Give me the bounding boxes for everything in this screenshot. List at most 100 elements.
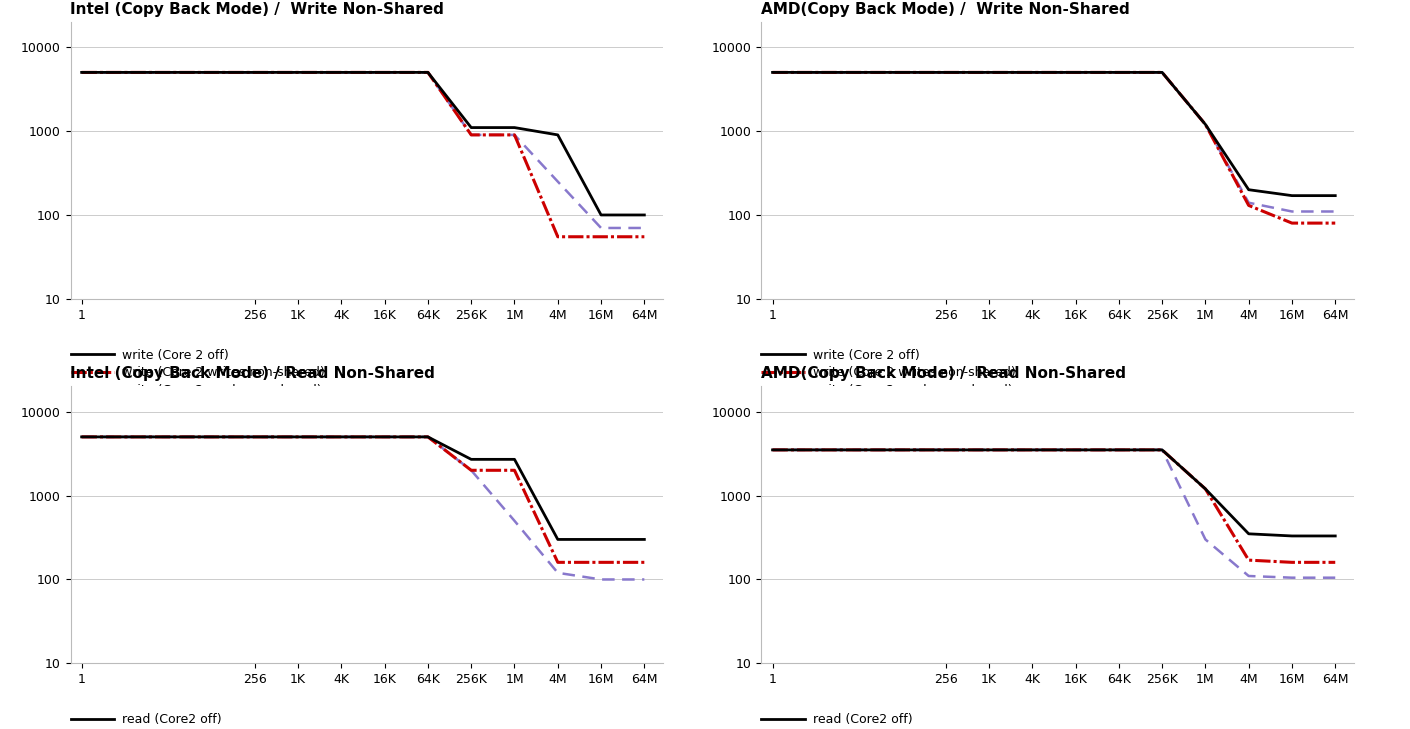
- write (Core 2 reads non-shared): [550, 177, 567, 186]
- read (Core 2 writes non- shared): [73, 432, 90, 441]
- write (Core 2 reads non-shared): [376, 68, 393, 77]
- write (Core 2 writes non-shared): [419, 68, 436, 77]
- write (Core 2 off): [1327, 191, 1344, 200]
- read (Core 2 reads non-shared): [73, 432, 90, 441]
- write (Core 2 off): [764, 68, 781, 77]
- write (Core 2 writes non-shared): [376, 68, 393, 77]
- read (Core 2 writes non- shared): [376, 432, 393, 441]
- write (Core 2 off): [1110, 68, 1127, 77]
- write (Core 2 off): [333, 68, 350, 77]
- write (Core 2 reads non-shared): [1241, 198, 1258, 207]
- write (Core 2 writes non-shared): [333, 68, 350, 77]
- write (Core 2 reads non-shared): [462, 130, 479, 139]
- Text: Intel (Copy Back Mode) / Read Non-Shared: Intel (Copy Back Mode) / Read Non-Shared: [70, 366, 436, 381]
- read (Core 2 reads non-shared): [636, 558, 653, 566]
- write (Core 2 reads non-shared): [592, 224, 609, 233]
- Line: read (Core 2 reads non-shared): read (Core 2 reads non-shared): [82, 437, 644, 562]
- read (Core 2 reads non-shared): [462, 466, 479, 475]
- write (Core 2 writes non-shared): [764, 68, 781, 77]
- write (Core 2 off): [462, 123, 479, 132]
- write (Core 2 reads non-shared): [1024, 68, 1041, 77]
- read (Core 2 writes non- shared): [1153, 445, 1170, 454]
- read (Core 2 reads non-shared): [938, 445, 955, 454]
- write (Core 2 writes non-shared): [1283, 219, 1300, 227]
- read (Core2 off): [592, 535, 609, 544]
- read (Core 2 writes non- shared): [1327, 573, 1344, 582]
- write (Core 2 reads non-shared): [506, 130, 523, 139]
- write (Core 2 writes non-shared): [462, 130, 479, 139]
- read (Core 2 reads non-shared): [289, 432, 306, 441]
- write (Core 2 off): [376, 68, 393, 77]
- write (Core 2 off): [289, 68, 306, 77]
- write (Core 2 writes non-shared): [980, 68, 997, 77]
- write (Core 2 reads non-shared): [980, 68, 997, 77]
- read (Core2 off): [764, 445, 781, 454]
- read (Core2 off): [1283, 531, 1300, 540]
- write (Core 2 writes non-shared): [1241, 201, 1258, 210]
- read (Core 2 reads non-shared): [1197, 485, 1214, 494]
- read (Core2 off): [938, 445, 955, 454]
- Line: read (Core2 off): read (Core2 off): [82, 437, 644, 539]
- read (Core 2 writes non- shared): [289, 432, 306, 441]
- Line: read (Core 2 reads non-shared): read (Core 2 reads non-shared): [773, 450, 1335, 562]
- read (Core 2 reads non-shared): [333, 432, 350, 441]
- write (Core 2 writes non-shared): [1067, 68, 1084, 77]
- write (Core 2 reads non-shared): [1110, 68, 1127, 77]
- write (Core 2 off): [636, 211, 653, 219]
- write (Core 2 reads non-shared): [636, 224, 653, 233]
- write (Core 2 reads non-shared): [764, 68, 781, 77]
- write (Core 2 reads non-shared): [1067, 68, 1084, 77]
- read (Core 2 reads non-shared): [247, 432, 264, 441]
- read (Core2 off): [506, 455, 523, 464]
- Line: read (Core 2 writes non- shared): read (Core 2 writes non- shared): [82, 437, 644, 580]
- write (Core 2 reads non-shared): [247, 68, 264, 77]
- read (Core 2 writes non- shared): [1110, 445, 1127, 454]
- read (Core 2 reads non-shared): [764, 445, 781, 454]
- Text: AMD(Copy Back Mode) /  Read Non-Shared: AMD(Copy Back Mode) / Read Non-Shared: [761, 366, 1127, 381]
- write (Core 2 reads non-shared): [419, 68, 436, 77]
- write (Core 2 reads non-shared): [938, 68, 955, 77]
- write (Core 2 writes non-shared): [247, 68, 264, 77]
- read (Core 2 reads non-shared): [592, 558, 609, 566]
- Line: write (Core 2 writes non-shared): write (Core 2 writes non-shared): [773, 72, 1335, 223]
- read (Core2 off): [419, 432, 436, 441]
- write (Core 2 reads non-shared): [1327, 207, 1344, 216]
- read (Core2 off): [333, 432, 350, 441]
- read (Core2 off): [1110, 445, 1127, 454]
- Legend: read (Core2 off), read (Core 2 reads non-shared), read (Core 2 writes non- share: read (Core2 off), read (Core 2 reads non…: [761, 713, 1017, 729]
- read (Core 2 writes non- shared): [419, 432, 436, 441]
- write (Core 2 off): [1024, 68, 1041, 77]
- write (Core 2 off): [419, 68, 436, 77]
- read (Core2 off): [1067, 445, 1084, 454]
- read (Core 2 reads non-shared): [376, 432, 393, 441]
- read (Core 2 reads non-shared): [419, 432, 436, 441]
- read (Core 2 writes non- shared): [1197, 535, 1214, 544]
- read (Core 2 writes non- shared): [636, 575, 653, 584]
- read (Core2 off): [1197, 485, 1214, 494]
- read (Core2 off): [73, 432, 90, 441]
- Line: write (Core 2 writes non-shared): write (Core 2 writes non-shared): [82, 72, 644, 237]
- read (Core 2 writes non- shared): [1241, 572, 1258, 580]
- write (Core 2 off): [1197, 120, 1214, 129]
- write (Core 2 reads non-shared): [1197, 120, 1214, 129]
- read (Core 2 reads non-shared): [1024, 445, 1041, 454]
- read (Core 2 writes non- shared): [1024, 445, 1041, 454]
- write (Core 2 off): [1283, 191, 1300, 200]
- write (Core 2 reads non-shared): [73, 68, 90, 77]
- write (Core 2 off): [1153, 68, 1170, 77]
- write (Core 2 writes non-shared): [1110, 68, 1127, 77]
- Line: write (Core 2 reads non-shared): write (Core 2 reads non-shared): [82, 72, 644, 228]
- Legend: write (Core 2 off), write (Core 2 writes non-shared), write (Core 2 reads non-sh: write (Core 2 off), write (Core 2 writes…: [70, 348, 324, 397]
- Line: write (Core 2 off): write (Core 2 off): [82, 72, 644, 215]
- write (Core 2 writes non-shared): [636, 233, 653, 241]
- read (Core 2 writes non- shared): [980, 445, 997, 454]
- write (Core 2 off): [938, 68, 955, 77]
- Legend: read (Core2 off), read (Core 2 reads non-shared), read (Core 2 writes non- share: read (Core2 off), read (Core 2 reads non…: [70, 713, 326, 729]
- read (Core2 off): [636, 535, 653, 544]
- write (Core 2 writes non-shared): [592, 233, 609, 241]
- read (Core 2 writes non- shared): [1067, 445, 1084, 454]
- write (Core 2 off): [1241, 185, 1258, 194]
- write (Core 2 writes non-shared): [506, 130, 523, 139]
- write (Core 2 writes non-shared): [73, 68, 90, 77]
- write (Core 2 writes non-shared): [289, 68, 306, 77]
